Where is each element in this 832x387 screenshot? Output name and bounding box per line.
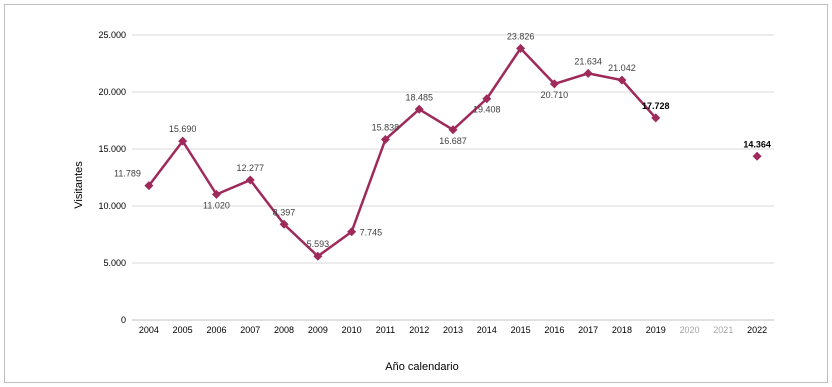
data-label: 16.687 [439,136,467,146]
x-tick-label: 2015 [511,325,531,335]
data-label: 23.826 [507,31,535,41]
x-tick-label: 2020 [680,325,700,335]
x-tick-label: 2004 [139,325,159,335]
data-point-marker [617,75,627,85]
series-visitantes [144,43,762,261]
data-point-marker [313,251,323,261]
data-label: 8.397 [273,207,296,217]
x-tick-label: 2012 [409,325,429,335]
data-point-marker [245,175,255,185]
data-point-marker [347,227,357,237]
data-point-marker [549,79,559,89]
data-label: 11.020 [203,200,230,210]
data-label: 7.745 [360,228,383,238]
y-tick-label: 0 [121,315,126,325]
data-label: 18.485 [405,92,433,102]
series-line [149,48,757,256]
x-tick-label: 2021 [713,325,733,335]
gridlines [132,34,774,321]
data-point-marker [144,181,154,191]
data-point-marker [211,189,221,199]
y-tick-label: 25.000 [98,30,126,40]
data-label: 11.789 [114,169,141,179]
data-labels: 11.789 15.690 11.020 12.277 8.397 5.593 7.745 1… [114,31,771,249]
data-label: 14.364 [743,139,771,149]
y-axis-title: Visitantes [73,161,85,209]
x-tick-label: 2011 [376,325,395,335]
x-tick-label: 2019 [646,325,666,335]
x-tick-label: 2005 [173,325,193,335]
data-point-marker [279,219,289,229]
x-tick-label: 2008 [274,325,294,335]
data-point-marker [448,125,458,135]
x-tick-label: 2018 [612,325,632,335]
data-point-marker [651,113,661,123]
data-label: 15.838 [372,122,400,132]
y-tick-label: 5.000 [103,258,126,268]
x-tick-label: 2016 [544,325,564,335]
y-tick-label: 20.000 [98,87,126,97]
x-tick-label: 2017 [578,325,598,335]
x-tick-label: 2022 [747,325,767,335]
x-tick-label: 2009 [308,325,328,335]
x-tick-label: 2013 [443,325,463,335]
data-label: 20.710 [541,90,569,100]
x-tick-label: 2007 [240,325,260,335]
data-label: 19.408 [473,105,501,115]
data-point-marker [516,43,526,53]
data-point-marker [583,68,593,78]
data-label: 21.634 [574,56,602,66]
y-axis-ticks: 0 5.000 10.000 15.000 20.000 25.000 [98,30,126,325]
x-tick-label: 2014 [477,325,497,335]
data-label: 21.042 [608,63,636,73]
data-point-marker [178,136,188,146]
x-axis-title: Año calendario [385,361,458,373]
x-axis-ticks: 2004 2005 2006 2007 2008 2009 2010 2011 2012 2013… [139,325,767,335]
y-tick-label: 10.000 [98,201,126,211]
x-tick-label: 2006 [206,325,226,335]
data-label: 5.593 [307,239,330,249]
data-point-marker [752,151,762,161]
data-label: 17.728 [642,101,670,111]
x-tick-label: 2010 [342,325,362,335]
data-label: 15.690 [169,124,197,134]
data-point-marker [380,134,390,144]
data-point-marker [414,104,424,114]
y-tick-label: 15.000 [98,144,126,154]
data-point-marker [482,94,492,104]
data-label: 12.277 [236,163,264,173]
